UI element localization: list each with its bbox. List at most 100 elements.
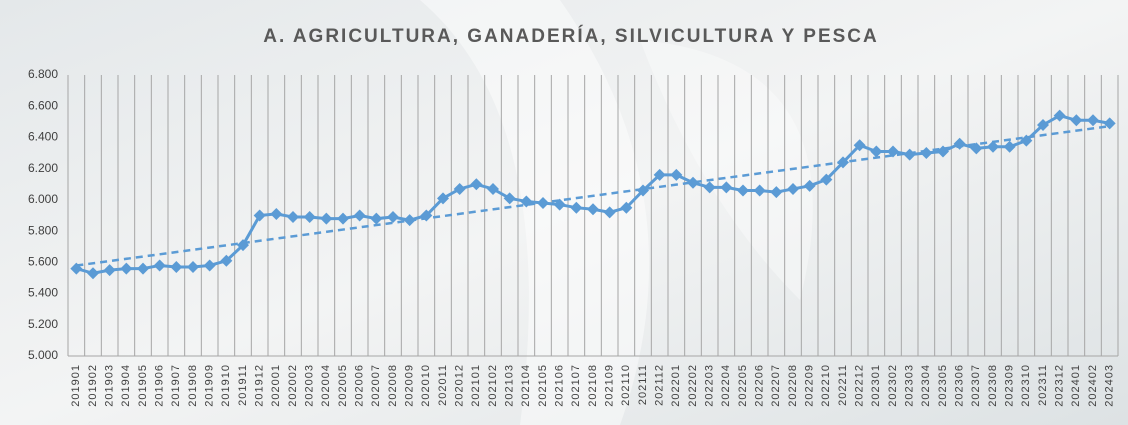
data-point: [870, 145, 883, 158]
data-point: [187, 261, 199, 274]
data-point: [287, 211, 299, 224]
x-tick-label: 202207: [770, 364, 782, 407]
x-tick-label: 202106: [554, 364, 566, 407]
data-point: [253, 209, 266, 222]
chart-title: A. AGRICULTURA, GANADERÍA, SILVICULTURA …: [263, 25, 878, 47]
data-point: [503, 192, 516, 205]
x-tick-label: 202009: [404, 364, 416, 407]
x-tick-label: 202110: [620, 364, 632, 406]
x-tick-label: 202006: [354, 364, 366, 407]
data-point: [737, 184, 749, 197]
x-tick-label: 202002: [287, 364, 299, 407]
x-tick-label: 201907: [170, 364, 182, 407]
data-point: [403, 214, 416, 227]
x-tick-label: 202111: [637, 364, 649, 405]
data-point: [353, 209, 366, 222]
data-point: [720, 181, 733, 194]
x-tick-label: 202012: [454, 364, 466, 407]
x-tick-label: 202306: [954, 364, 966, 407]
x-tick-label: 202309: [1004, 364, 1016, 407]
data-point: [1037, 118, 1049, 131]
data-point: [687, 176, 699, 189]
data-point: [387, 211, 399, 224]
data-point: [103, 264, 116, 277]
x-tick-label: 202202: [687, 364, 699, 407]
data-point: [753, 184, 766, 197]
data-point: [87, 267, 99, 280]
x-tick-label: 202203: [704, 364, 716, 407]
data-point: [487, 182, 499, 195]
x-tick-label: 202104: [520, 364, 532, 407]
x-tick-label: 202008: [387, 364, 399, 407]
data-point: [820, 173, 833, 186]
x-tick-label: 202109: [604, 364, 616, 407]
x-tick-label: 201911: [237, 364, 249, 406]
x-tick-label: 202103: [504, 364, 516, 407]
y-tick-label: 5.400: [28, 286, 58, 300]
data-point: [453, 182, 466, 195]
x-tick-label: 202105: [537, 364, 549, 407]
x-tick-label: 201902: [87, 364, 99, 407]
x-tick-label: 201905: [137, 364, 149, 407]
x-tick-label: 202402: [1087, 364, 1099, 407]
y-tick-label: 5.800: [28, 223, 58, 237]
x-tick-label: 202007: [370, 364, 382, 407]
data-point: [970, 142, 983, 155]
data-point: [1070, 114, 1083, 127]
y-tick-label: 6.200: [28, 161, 58, 175]
trend-line: [76, 124, 1110, 267]
x-tick-label: 201912: [254, 364, 266, 407]
x-tick-label: 202003: [304, 364, 316, 407]
x-tick-label: 202401: [1070, 364, 1082, 407]
data-point: [903, 148, 916, 161]
data-point: [653, 168, 666, 181]
x-tick-label: 201908: [187, 364, 199, 407]
data-point: [137, 262, 149, 275]
x-tick-label: 202301: [870, 364, 882, 407]
x-tick-label: 202201: [670, 364, 682, 407]
x-tick-label: 202212: [854, 364, 866, 407]
x-tick-label: 202108: [587, 364, 599, 407]
data-point: [270, 207, 283, 220]
data-point: [203, 259, 216, 272]
data-point: [537, 197, 549, 210]
y-tick-label: 5.600: [28, 255, 58, 269]
data-point: [470, 178, 483, 191]
data-point: [303, 211, 316, 224]
x-tick-label: 202308: [987, 364, 999, 407]
x-tick-label: 201904: [120, 364, 132, 407]
data-point: [320, 212, 333, 225]
data-point: [770, 186, 783, 199]
data-point: [1003, 140, 1016, 153]
data-point: [937, 145, 949, 158]
x-tick-label: 202107: [570, 364, 582, 407]
data-point: [587, 203, 599, 216]
data-point: [520, 195, 533, 208]
x-tick-label: 202208: [787, 364, 799, 407]
data-point: [420, 209, 433, 222]
data-point: [437, 192, 449, 205]
x-tick-label: 201909: [204, 364, 216, 407]
x-tick-label: 202305: [937, 364, 949, 407]
x-tick-label: 202102: [487, 364, 499, 407]
y-tick-label: 6.400: [28, 130, 58, 144]
data-point: [837, 156, 849, 169]
data-point: [370, 212, 383, 225]
data-point: [553, 198, 566, 211]
x-tick-label: 202204: [720, 364, 732, 407]
data-point: [570, 201, 583, 214]
x-tick-label: 202209: [804, 364, 816, 407]
data-point: [787, 182, 799, 195]
x-tick-label: 201903: [104, 364, 116, 407]
data-point: [237, 239, 249, 252]
data-point: [70, 262, 83, 275]
data-point: [637, 184, 649, 197]
data-point: [153, 259, 166, 272]
y-tick-label: 5.000: [28, 348, 58, 362]
x-tick-label: 202210: [820, 364, 832, 407]
data-point: [120, 262, 133, 275]
data-point: [170, 261, 183, 274]
data-point: [337, 212, 349, 225]
